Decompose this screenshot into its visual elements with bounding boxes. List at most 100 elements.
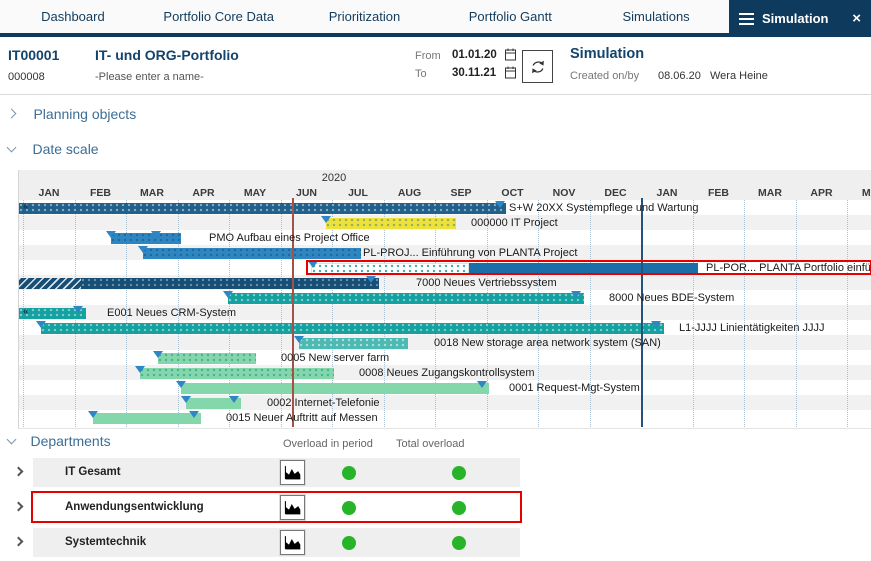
gantt-row[interactable]: « S+W 20XX Systempflege und Wartung [19,200,871,215]
month-label: JUL [348,187,368,199]
gantt-bar[interactable] [140,368,334,379]
gantt-row-label: 0015 Neuer Auftritt auf Messen [226,412,378,424]
close-icon[interactable]: × [852,10,861,27]
calendar-icon[interactable] [505,48,516,61]
nav-tab-dashboard[interactable]: Dashboard [41,9,105,24]
planning-objects-title: Planning objects [33,106,137,122]
refresh-button[interactable] [522,50,553,83]
month-label: NOV [552,187,576,199]
nav-tab-portfolio-core-data[interactable]: Portfolio Core Data [163,9,274,24]
gantt-row[interactable]: 0005 New server farm [19,350,871,365]
gantt-bar[interactable] [326,218,456,229]
gantt-row[interactable]: 0008 Neues Zugangskontrollsystem [19,365,871,380]
section-planning-objects[interactable]: Planning objects [6,106,137,124]
utilization-chart-button[interactable] [279,529,306,556]
month-label: APR [192,187,215,199]
simulation-title: Simulation [570,46,645,62]
utilization-chart-button[interactable] [279,459,306,486]
tab-simulation-active[interactable]: Simulation × [729,0,871,37]
gantt-bar[interactable] [186,398,241,409]
active-tab-label: Simulation [762,11,829,26]
overload-in-period-status-green [342,501,356,515]
from-date-field[interactable]: 01.01.20 [452,49,497,61]
gantt-bar[interactable] [158,353,256,364]
gantt-bar[interactable] [81,278,379,289]
gantt-bar[interactable] [143,248,361,259]
section-departments[interactable]: Departments [6,433,111,451]
gantt-row[interactable]: 7000 Neues Vertriebssystem [19,275,871,290]
gantt-row-label: 0008 Neues Zugangskontrollsystem [359,367,535,379]
gantt-bar[interactable] [41,323,664,334]
portfolio-subtitle: -Please enter a name- [95,71,204,83]
milestone-triangle-icon [495,201,505,208]
nav-underline [0,33,871,37]
nav-tab-prioritization[interactable]: Prioritization [328,9,401,24]
gantt-row[interactable]: 8000 Neues BDE-System [19,290,871,305]
utilization-chart-button[interactable] [279,494,306,521]
gantt-bar[interactable] [299,338,408,349]
chevron-right-icon[interactable] [13,501,24,512]
from-label: From [415,50,441,62]
gantt-row[interactable]: « E001 Neues CRM-System [19,305,871,320]
department-row-it-gesamt[interactable]: IT Gesamt [13,458,520,487]
date-scale-title: Date scale [32,141,99,157]
total-overload-status-green [452,536,466,550]
milestone-triangle-icon [651,321,661,328]
month-label: MAY [861,187,871,199]
section-date-scale[interactable]: Date scale [6,141,99,159]
month-label: JAN [656,187,678,199]
col-total-overload: Total overload [396,438,465,450]
department-name: Systemtechnik [65,536,147,548]
month-label: MAY [243,187,267,199]
portfolio-name: IT- und ORG-Portfolio [95,47,239,63]
nav-tabs: Dashboard Portfolio Core Data Prioritizati… [0,0,729,33]
month-label: JUN [295,187,317,199]
milestone-triangle-icon [36,321,46,328]
gantt-bar[interactable] [93,413,201,424]
month-label: DEC [604,187,627,199]
nav-tab-simulations[interactable]: Simulations [622,9,690,24]
calendar-icon[interactable] [505,66,516,79]
gantt-bar[interactable] [19,278,81,289]
month-label: JAN [38,187,60,199]
gantt-row[interactable]: PL-POR... PLANTA Portfolio einführen [19,260,871,275]
gantt-bar[interactable] [228,293,584,304]
gantt-bar[interactable] [19,203,506,214]
month-label: OCT [501,187,524,199]
gantt-row[interactable]: L1-JJJJ Linientätigkeiten JJJJ [19,320,871,335]
month-gridline [229,200,230,428]
gantt-bar[interactable] [181,383,489,394]
month-gridline [538,200,539,428]
total-overload-status-green [452,466,466,480]
to-date-field[interactable]: 30.11.21 [452,67,497,79]
gantt-chart[interactable]: 2020 JAN FEB MAR APR MAY JUN JUL AUG SEP OCT NOV DE… [18,170,871,429]
gantt-bar[interactable] [111,233,181,244]
month-gridline [332,200,333,428]
gantt-body: « S+W 20XX Systempflege und Wartung 000000… [19,198,871,428]
gantt-row[interactable]: 0002 Internet-Telefonie [19,395,871,410]
chevron-right-icon[interactable] [13,466,24,477]
hamburger-icon[interactable] [739,10,754,28]
gantt-row-label: 0002 Internet-Telefonie [267,397,380,409]
department-row-systemtechnik[interactable]: Systemtechnik [13,528,520,557]
milestone-triangle-icon [135,366,145,373]
histogram-icon [284,501,301,515]
nav-tab-portfolio-gantt[interactable]: Portfolio Gantt [468,9,552,24]
refresh-icon [531,60,544,73]
gantt-row[interactable]: PL-PROJ... Einführung von PLANTA Project [19,245,871,260]
gantt-bar[interactable] [19,308,86,319]
gantt-row-label: E001 Neues CRM-System [107,307,236,319]
gantt-row[interactable]: PMO Aufbau eines Project Office [19,230,871,245]
gantt-row[interactable]: 0015 Neuer Auftritt auf Messen [19,410,871,425]
gantt-row-label: L1-JJJJ Linientätigkeiten JJJJ [679,322,825,334]
gantt-row[interactable]: 000000 IT Project [19,215,871,230]
overload-in-period-status-green [342,536,356,550]
gantt-row[interactable]: 0001 Request-Mgt-System [19,380,871,395]
chevron-right-icon[interactable] [13,536,24,547]
gantt-row-label: 0001 Request-Mgt-System [509,382,640,394]
gantt-row[interactable]: 0018 New storage area network system (SA… [19,335,871,350]
department-row-anwendungsentwicklung[interactable]: Anwendungsentwicklung [13,491,522,523]
gantt-bar[interactable] [469,263,698,274]
overflow-left-icon: « [23,306,28,317]
month-gridline [177,200,179,428]
